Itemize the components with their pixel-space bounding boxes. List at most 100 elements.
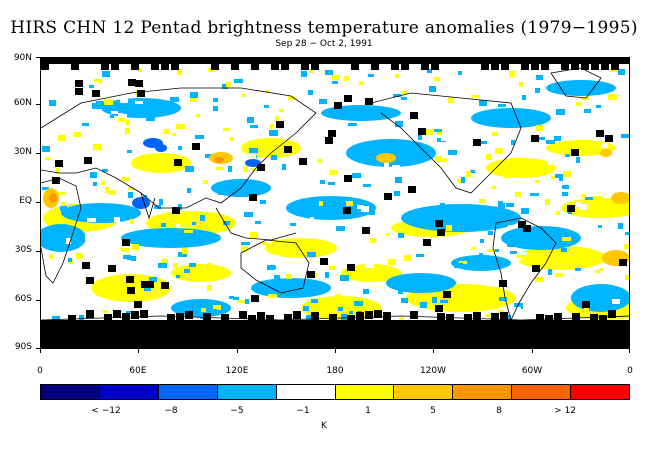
anomaly-cell — [535, 180, 540, 183]
anomaly-cell — [223, 128, 230, 131]
missing-data-cell — [443, 291, 451, 298]
anomaly-cell — [149, 277, 157, 282]
anomaly-cell — [468, 136, 474, 142]
anomaly-cell — [380, 218, 389, 222]
anomaly-cell — [398, 233, 404, 238]
missing-data-cell — [126, 276, 134, 283]
anomaly-cell — [509, 71, 515, 77]
missing-data-cell — [500, 312, 508, 320]
anomaly-map — [40, 57, 630, 349]
anomaly-cell — [348, 123, 357, 126]
lon-label-0-end: 0 — [627, 366, 633, 376]
anomaly-cell — [200, 215, 205, 221]
anomaly-cell — [252, 258, 258, 264]
anomaly-cell — [388, 259, 396, 265]
anomaly-cell — [264, 105, 269, 108]
anomaly-cell — [139, 105, 144, 109]
missing-data-cell — [301, 64, 309, 70]
anomaly-cell — [312, 284, 318, 288]
missing-data-cell — [435, 220, 443, 227]
missing-data-cell — [140, 310, 148, 318]
lon-label-120w: 120W — [419, 366, 447, 376]
anomaly-cell — [42, 187, 49, 190]
anomaly-cell — [126, 120, 130, 125]
anomaly-cell — [580, 204, 587, 210]
anomaly-cell — [435, 156, 442, 162]
anomaly-cell — [165, 116, 172, 121]
anomaly-cell — [499, 297, 507, 301]
missing-data-cell — [423, 239, 431, 246]
missing-data-cell — [571, 149, 579, 156]
cool-anomaly-region — [386, 273, 456, 293]
anomaly-cell — [448, 97, 454, 103]
anomaly-cell — [592, 258, 599, 262]
anomaly-cell — [267, 266, 276, 269]
anomaly-cell — [114, 71, 118, 75]
anomaly-cell — [250, 125, 258, 128]
missing-data-cell — [146, 281, 154, 288]
anomaly-cell — [510, 158, 517, 164]
anomaly-cell — [251, 168, 260, 171]
anomaly-cell — [548, 162, 552, 165]
anomaly-cell — [522, 95, 526, 100]
missing-data-cell — [491, 313, 499, 321]
anomaly-cell — [548, 269, 552, 275]
anomaly-cell — [434, 129, 442, 132]
anomaly-cell — [99, 262, 105, 268]
anomaly-cell — [241, 242, 250, 245]
anomaly-cell — [492, 132, 498, 136]
missing-data-cell — [174, 159, 182, 166]
anomaly-cell — [248, 306, 252, 311]
anomaly-cell — [311, 299, 318, 303]
missing-data-cell — [167, 314, 175, 322]
anomaly-cell — [196, 114, 200, 117]
anomaly-cell — [274, 275, 280, 279]
missing-data-cell — [134, 301, 142, 308]
colorbar-swatch — [99, 385, 159, 399]
anomaly-cell — [608, 94, 617, 100]
anomaly-cell — [325, 214, 329, 217]
lon-label-60e: 60E — [129, 366, 147, 376]
missing-data-cell — [299, 158, 307, 165]
missing-data-cell — [271, 64, 279, 70]
colorbar — [40, 384, 630, 400]
anomaly-cell — [384, 163, 389, 169]
anomaly-cell — [123, 108, 129, 114]
anomaly-cell — [261, 133, 265, 136]
anomaly-cell — [624, 244, 629, 249]
missing-data-cell — [572, 313, 580, 321]
anomaly-cell — [271, 255, 278, 259]
missing-data-cell — [437, 229, 445, 236]
lat-label-eq: EQ — [19, 196, 32, 206]
missing-data-cell — [172, 207, 180, 214]
anomaly-cell — [237, 300, 246, 303]
anomaly-cell — [58, 135, 66, 141]
anomaly-cell — [161, 223, 166, 227]
missing-data-cell — [41, 64, 49, 70]
anomaly-cell — [353, 266, 362, 272]
lat-label-90n: 90N — [13, 53, 32, 63]
anomaly-cell — [346, 201, 353, 206]
anomaly-cell — [65, 295, 69, 298]
cool-anomaly-region — [546, 80, 616, 96]
anomaly-cell — [300, 86, 307, 91]
missing-data-cell — [108, 265, 116, 272]
anomaly-cell — [536, 75, 543, 80]
anomaly-cell — [241, 94, 246, 97]
anomaly-cell — [470, 170, 475, 173]
missing-data-cell — [211, 64, 219, 70]
anomaly-cell — [584, 307, 589, 311]
anomaly-cell — [479, 253, 483, 258]
anomaly-cell — [426, 129, 433, 135]
warm-anomaly-region — [171, 264, 231, 282]
missing-data-cell — [408, 186, 416, 193]
missing-data-cell — [113, 310, 121, 318]
anomaly-cell — [515, 192, 521, 197]
anomaly-cell — [160, 187, 166, 192]
anomaly-cell — [104, 99, 111, 103]
anomaly-cell — [510, 251, 517, 254]
warm-anomaly-region — [131, 153, 191, 173]
anomaly-cell — [459, 261, 467, 264]
missing-data-cell — [111, 64, 119, 70]
coastline — [240, 239, 310, 294]
